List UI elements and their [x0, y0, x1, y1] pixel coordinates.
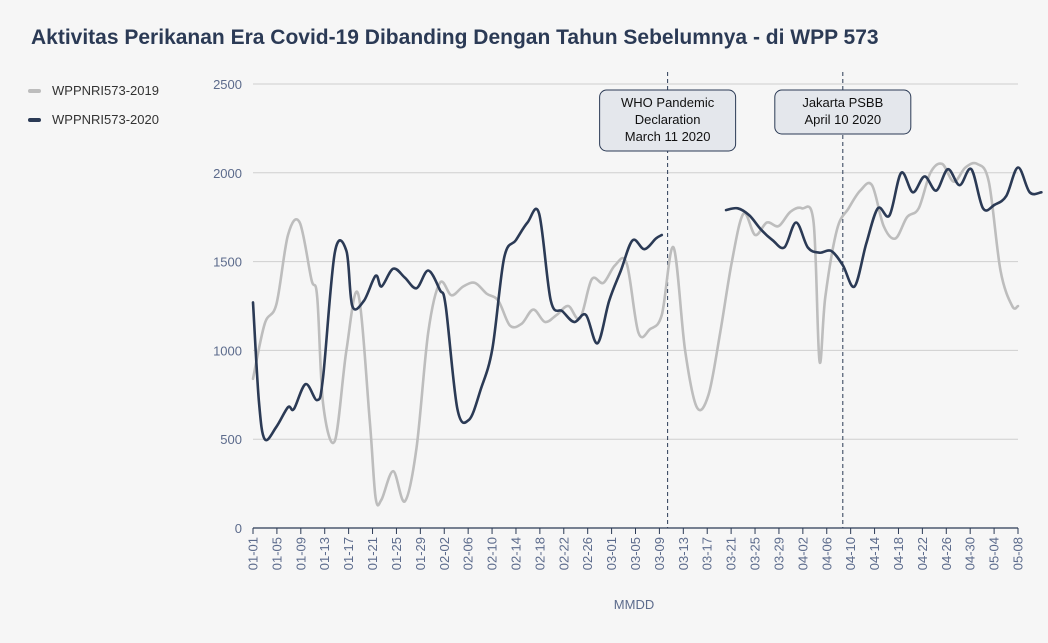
x-tick-label-02-14: 02-14: [508, 537, 523, 570]
x-axis-title: MMDD: [614, 597, 654, 612]
x-tick-label-04-06: 04-06: [819, 537, 834, 570]
annotation-text-0-0: WHO Pandemic: [621, 95, 715, 110]
grid-lines: [253, 83, 1018, 440]
x-tick-label-01-29: 01-29: [413, 537, 428, 570]
annotation-box-0: [599, 89, 737, 152]
x-tick-label-03-09: 03-09: [652, 537, 667, 570]
x-tick-label-04-22: 04-22: [915, 537, 930, 570]
legend-label-2020: WPPNRI573-2020: [52, 112, 159, 127]
x-tick-label-04-14: 04-14: [867, 537, 882, 570]
legend-item-2019[interactable]: WPPNRI573-2019: [28, 76, 159, 105]
x-tick-label-02-22: 02-22: [556, 537, 571, 570]
x-tick-label-02-26: 02-26: [580, 537, 595, 570]
series-line-1-1: [724, 166, 1043, 289]
legend-swatch-2019: [28, 88, 41, 93]
x-tick-label-04-02: 04-02: [795, 537, 810, 570]
x-tick-label-01-05: 01-05: [269, 537, 284, 570]
x-tick-label-03-29: 03-29: [771, 537, 786, 570]
annotation-text-0-2: March 11 2020: [625, 129, 711, 144]
x-tick-label-03-01: 03-01: [604, 537, 619, 570]
x-tick-label-04-30: 04-30: [963, 537, 978, 570]
legend: WPPNRI573-2019 WPPNRI573-2020: [28, 76, 159, 134]
x-tick-label-05-08: 05-08: [1011, 537, 1026, 570]
x-tick-label-03-05: 03-05: [628, 537, 643, 570]
x-tick-label-01-01: 01-01: [246, 537, 261, 570]
x-tick-label-04-26: 04-26: [939, 537, 954, 570]
annotation-box-1: [774, 89, 912, 135]
x-tick-label-01-21: 01-21: [365, 537, 380, 570]
legend-item-2020[interactable]: WPPNRI573-2020: [28, 105, 159, 134]
y-tick-label-2000: 2000: [213, 166, 242, 181]
series-line-1-0: [251, 207, 664, 442]
axes: 0 500 1000 1500 2000 2500 01-01 01-05 01-09 01-13…: [213, 77, 1025, 570]
annotation-text-0-1: Declaration: [635, 112, 701, 127]
y-tick-label-1000: 1000: [213, 343, 242, 358]
x-tick-label-04-18: 04-18: [891, 537, 906, 570]
x-tick-label-02-06: 02-06: [461, 537, 476, 570]
series-lines: [251, 161, 1043, 507]
x-tick-label-02-02: 02-02: [437, 537, 452, 570]
y-tick-label-0: 0: [235, 521, 242, 536]
x-tick-label-03-25: 03-25: [748, 537, 763, 570]
x-tick-label-03-21: 03-21: [724, 537, 739, 570]
x-tick-label-02-10: 02-10: [485, 537, 500, 570]
x-tick-label-01-25: 01-25: [389, 537, 404, 570]
y-tick-label-500: 500: [220, 432, 242, 447]
legend-label-2019: WPPNRI573-2019: [52, 83, 159, 98]
y-tick-label-1500: 1500: [213, 255, 242, 270]
x-tick-label-03-13: 03-13: [676, 537, 691, 570]
annotations: WHO Pandemic Declaration March 11 2020 Jaka…: [599, 89, 912, 152]
x-tick-label-01-09: 01-09: [293, 537, 308, 570]
y-tick-label-2500: 2500: [213, 77, 242, 92]
x-tick-label-03-17: 03-17: [700, 537, 715, 570]
annotation-text-1-1: April 10 2020: [804, 112, 881, 127]
x-tick-label-01-13: 01-13: [317, 537, 332, 570]
x-tick-label-04-10: 04-10: [843, 537, 858, 570]
annotation-text-1-0: Jakarta PSBB: [802, 95, 883, 110]
x-tick-label-02-18: 02-18: [532, 537, 547, 570]
annotation-lines: [667, 72, 844, 528]
x-tick-label-01-17: 01-17: [341, 537, 356, 570]
series-line-0-0: [251, 161, 1020, 507]
chart-title: Aktivitas Perikanan Era Covid-19 Dibandi…: [31, 26, 879, 49]
x-tick-label-05-04: 05-04: [987, 537, 1002, 570]
legend-swatch-2020: [28, 117, 41, 122]
